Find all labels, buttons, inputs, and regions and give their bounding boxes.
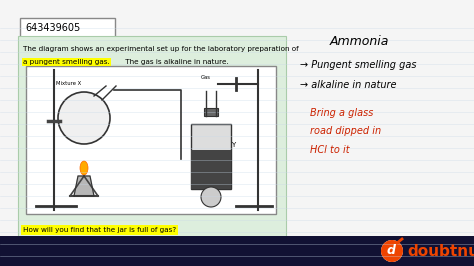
Text: a pungent smelling gas.: a pungent smelling gas.	[23, 59, 110, 65]
Text: 643439605: 643439605	[25, 23, 80, 33]
Bar	[18, 36, 286, 244]
Text: doubtnut: doubtnut	[407, 243, 474, 259]
Text: → alkaline in nature: → alkaline in nature	[300, 80, 396, 90]
Bar	[204, 108, 218, 116]
Text: → Pungent smelling gas: → Pungent smelling gas	[300, 60, 417, 70]
Text: Gas: Gas	[201, 75, 211, 80]
Bar	[0, 236, 474, 266]
Text: d: d	[386, 244, 395, 257]
Text: Y: Y	[231, 142, 235, 148]
Text: The gas is alkaline in nature.: The gas is alkaline in nature.	[123, 59, 229, 65]
Circle shape	[58, 92, 110, 144]
Text: How will you find that the jar is full of gas?: How will you find that the jar is full o…	[23, 227, 176, 233]
Text: HCl to it: HCl to it	[310, 145, 350, 155]
Text: The diagram shows an experimental set up for the laboratory preparation of: The diagram shows an experimental set up…	[23, 46, 299, 52]
Ellipse shape	[80, 161, 88, 175]
Bar	[191, 124, 231, 189]
Text: Mixture X: Mixture X	[56, 81, 81, 86]
Text: Ammonia: Ammonia	[330, 35, 389, 48]
Bar	[26, 66, 276, 214]
Text: road dipped in: road dipped in	[310, 126, 381, 136]
Text: Bring a glass: Bring a glass	[310, 108, 374, 118]
Polygon shape	[74, 176, 94, 196]
Bar	[191, 150, 231, 189]
Circle shape	[201, 187, 221, 207]
Circle shape	[381, 240, 403, 262]
Bar	[20, 18, 115, 38]
Circle shape	[381, 240, 403, 262]
